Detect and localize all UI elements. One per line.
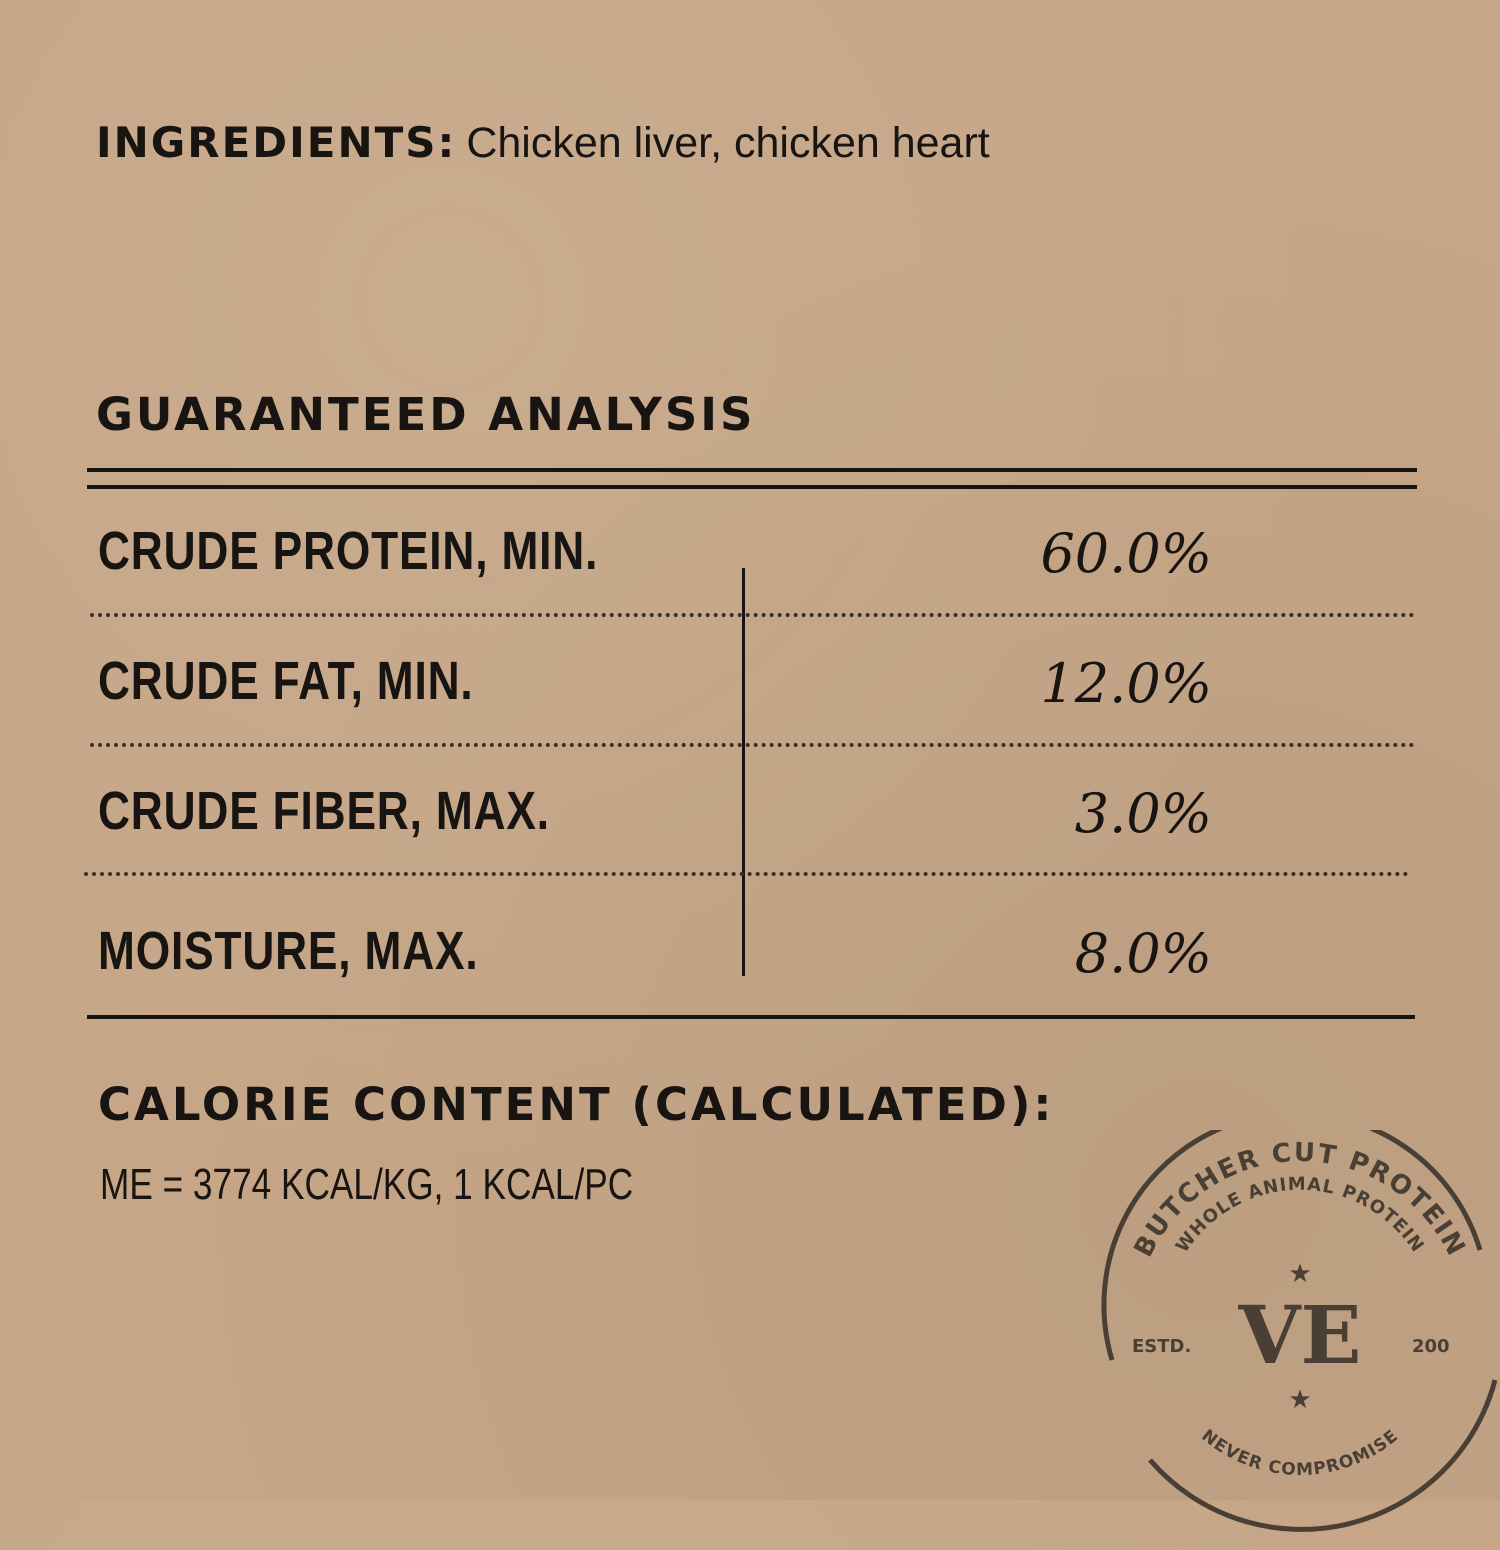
row-label: CRUDE PROTEIN, MIN. xyxy=(98,521,599,581)
stamp-bottom-text: NEVER COMPROMISE xyxy=(1198,1426,1403,1480)
star-icon: ★ xyxy=(1288,1259,1311,1289)
column-divider xyxy=(742,568,745,976)
star-icon: ★ xyxy=(1288,1385,1311,1415)
dotted-divider xyxy=(84,872,1409,876)
ingredients-value: Chicken liver, chicken heart xyxy=(466,119,990,167)
row-label: CRUDE FIBER, MAX. xyxy=(98,781,550,841)
divider xyxy=(87,1015,1415,1019)
ingredients-label: INGREDIENTS: xyxy=(96,118,457,167)
dotted-divider xyxy=(90,743,1415,747)
divider xyxy=(87,468,1417,472)
divider xyxy=(87,485,1417,489)
row-label: CRUDE FAT, MIN. xyxy=(98,651,474,711)
row-value: 12.0% xyxy=(1040,652,1212,715)
row-label: MOISTURE, MAX. xyxy=(98,921,479,981)
brand-stamp-logo: BUTCHER CUT PROTEIN WHOLE ANIMAL PROTEIN… xyxy=(1101,1130,1498,1532)
row-value: 8.0% xyxy=(1074,922,1212,985)
row-value: 3.0% xyxy=(1074,782,1212,845)
analysis-title: GUARANTEED ANALYSIS xyxy=(96,388,756,441)
stamp-year: 200 xyxy=(1412,1336,1450,1357)
row-value: 60.0% xyxy=(1040,522,1212,585)
calorie-value: ME = 3774 KCAL/KG, 1 KCAL/PC xyxy=(100,1160,634,1209)
calorie-title: CALORIE CONTENT (CALCULATED): xyxy=(98,1078,1055,1131)
ingredients: INGREDIENTS: Chicken liver, chicken heart xyxy=(96,118,990,168)
stamp-estd: ESTD. xyxy=(1132,1336,1191,1357)
dotted-divider xyxy=(90,613,1415,617)
stamp-monogram: VE xyxy=(1237,1288,1361,1382)
